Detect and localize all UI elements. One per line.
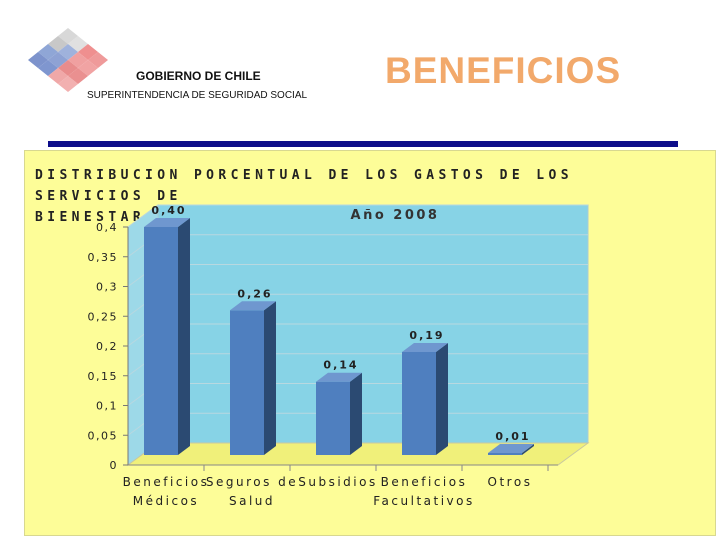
bar-front [488,453,522,455]
bar-top [402,342,448,352]
x-category-label: Beneficios [123,475,210,489]
x-category-label: Otros [488,475,533,489]
bar-side [264,301,276,455]
bar-side [436,342,448,455]
bar-side [350,372,362,455]
y-tick-label: 0 [110,459,119,472]
x-category-label: Subsidios [298,475,377,489]
government-logo-icon [28,28,108,92]
x-category-label: Médicos [133,494,199,508]
bar-front [144,227,178,455]
bar-front [316,381,350,455]
gridline [127,204,588,228]
chart-title-line-1: DISTRIBUCION PORCENTUAL DE LOS GASTOS DE… [35,168,573,204]
y-tick-label: 0,25 [88,310,119,323]
logo-diamond-grid [28,28,108,92]
y-tick-label: 0,05 [88,429,119,442]
bar-value-label: 0,26 [237,287,272,300]
y-tick-label: 0,35 [88,251,119,264]
bar-side [522,444,534,455]
x-category-label: Seguros de [206,475,298,489]
header-divider [48,141,678,147]
chart-subtitle: Año 2008 [351,208,440,223]
bar-front [402,351,436,455]
y-tick-label: 0,3 [96,281,118,294]
x-category-label: Salud [229,494,275,508]
organization-subtitle: SUPERINTENDENCIA DE SEGURIDAD SOCIAL [87,90,308,101]
bar-front [230,310,264,455]
x-category-label: Facultativos [373,494,474,508]
y-tick-label: 0,4 [96,221,118,234]
bar-side [178,218,190,455]
bar-top [316,372,362,382]
y-tick-label: 0,1 [96,400,118,413]
x-category-label: Beneficios [381,475,468,489]
slide-title: BENEFICIOS [385,50,622,91]
bar-value-label: 0,14 [323,359,358,372]
bar-value-label: 0,01 [495,430,530,443]
bar-top [144,218,190,227]
y-tick-label: 0,15 [88,370,119,383]
bar-value-label: 0,19 [409,329,444,342]
bar-top [230,301,276,311]
bar-value-label: 0,40 [151,204,186,217]
organization-name: GOBIERNO DE CHILE [136,69,261,83]
y-tick-label: 0,2 [96,340,118,353]
bar-top [488,444,534,453]
